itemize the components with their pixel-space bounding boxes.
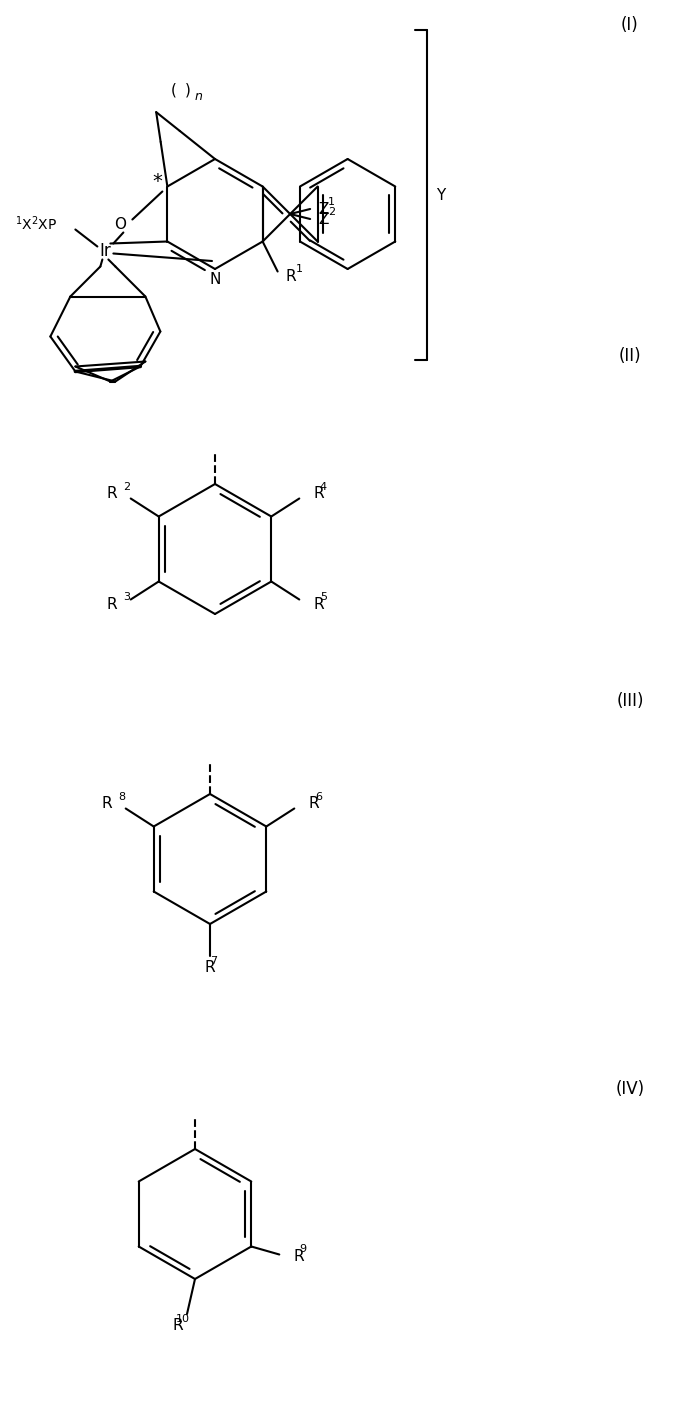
- Text: Ir: Ir: [99, 243, 111, 261]
- Text: (IV): (IV): [616, 1080, 644, 1098]
- Text: 8: 8: [118, 792, 125, 802]
- Text: 1: 1: [296, 264, 302, 274]
- Text: R: R: [313, 597, 324, 612]
- Text: Z: Z: [318, 211, 328, 227]
- Text: $^{1}$X$^{2}$XP: $^{1}$X$^{2}$XP: [15, 214, 57, 233]
- Text: R: R: [106, 485, 116, 501]
- Text: O: O: [114, 217, 127, 231]
- Text: (: (: [171, 82, 177, 98]
- Text: R: R: [204, 961, 215, 975]
- Text: R: R: [173, 1318, 184, 1334]
- Text: R: R: [106, 597, 116, 612]
- Text: R: R: [308, 796, 319, 812]
- Text: R: R: [285, 270, 296, 284]
- Text: 9: 9: [300, 1244, 307, 1254]
- Text: N: N: [209, 271, 221, 287]
- Text: 7: 7: [210, 956, 217, 966]
- Text: 3: 3: [123, 593, 130, 603]
- Text: Z: Z: [318, 201, 328, 217]
- Text: 1: 1: [328, 197, 335, 207]
- Text: 4: 4: [319, 481, 327, 491]
- Text: 2: 2: [328, 207, 335, 217]
- Text: R: R: [313, 485, 324, 501]
- Text: Y: Y: [437, 187, 445, 203]
- Text: *: *: [153, 172, 162, 192]
- Text: 2: 2: [123, 481, 130, 491]
- Text: (I): (I): [621, 16, 639, 34]
- Text: R: R: [294, 1249, 304, 1264]
- Text: 10: 10: [176, 1314, 190, 1324]
- Text: 5: 5: [320, 593, 327, 603]
- Text: n: n: [194, 89, 202, 102]
- Text: ): ): [185, 82, 191, 98]
- Text: 6: 6: [315, 792, 322, 802]
- Text: (III): (III): [616, 692, 644, 710]
- Text: R: R: [101, 796, 112, 812]
- Text: (II): (II): [618, 348, 642, 365]
